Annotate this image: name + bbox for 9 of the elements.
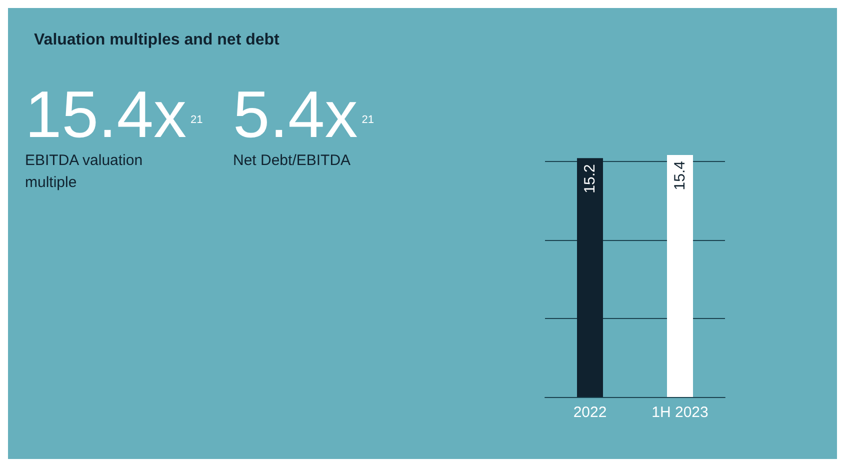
data-label: 15.4 (672, 161, 688, 190)
text: 15.4x$^{21}$ (25, 77, 203, 151)
text: Net Debt/EBITDA (233, 151, 352, 171)
text: Valuation multiples and net debt (34, 32, 280, 48)
data-label: 15.2 (582, 164, 598, 194)
x-tick-label: 1H 2023 (652, 404, 708, 421)
text: EBITDA valuation multiple (25, 151, 144, 193)
text: 5.4x$^{21}$ (233, 77, 375, 151)
x-tick-label: 2022 (573, 404, 607, 421)
